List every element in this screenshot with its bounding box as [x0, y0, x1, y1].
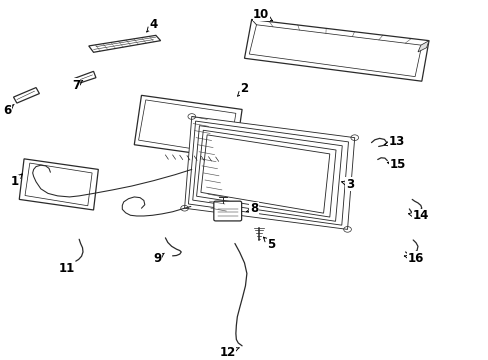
Polygon shape: [244, 19, 428, 81]
Text: 5: 5: [263, 237, 275, 251]
Polygon shape: [184, 117, 354, 229]
Text: 13: 13: [384, 135, 404, 148]
Polygon shape: [196, 130, 335, 217]
Polygon shape: [249, 25, 421, 77]
Polygon shape: [138, 100, 235, 154]
Text: 12: 12: [219, 346, 239, 359]
Text: 16: 16: [404, 252, 424, 265]
Text: 15: 15: [386, 158, 405, 171]
Text: 4: 4: [146, 18, 157, 32]
Text: 14: 14: [407, 210, 428, 222]
Text: 1: 1: [10, 174, 22, 188]
Polygon shape: [74, 71, 96, 84]
Polygon shape: [89, 35, 160, 52]
Polygon shape: [188, 121, 348, 225]
Text: 2: 2: [237, 82, 248, 96]
Polygon shape: [192, 126, 342, 221]
FancyBboxPatch shape: [213, 201, 241, 221]
Polygon shape: [134, 95, 242, 159]
Text: 8: 8: [246, 202, 258, 215]
Text: 9: 9: [153, 252, 164, 265]
Polygon shape: [25, 163, 92, 206]
Polygon shape: [417, 41, 428, 52]
Text: 10: 10: [253, 8, 272, 21]
Polygon shape: [14, 87, 40, 103]
Text: 3: 3: [341, 178, 353, 191]
Text: 11: 11: [59, 262, 75, 275]
Text: 7: 7: [72, 79, 82, 92]
Polygon shape: [19, 159, 98, 210]
Polygon shape: [201, 135, 329, 213]
Text: 6: 6: [3, 104, 14, 117]
